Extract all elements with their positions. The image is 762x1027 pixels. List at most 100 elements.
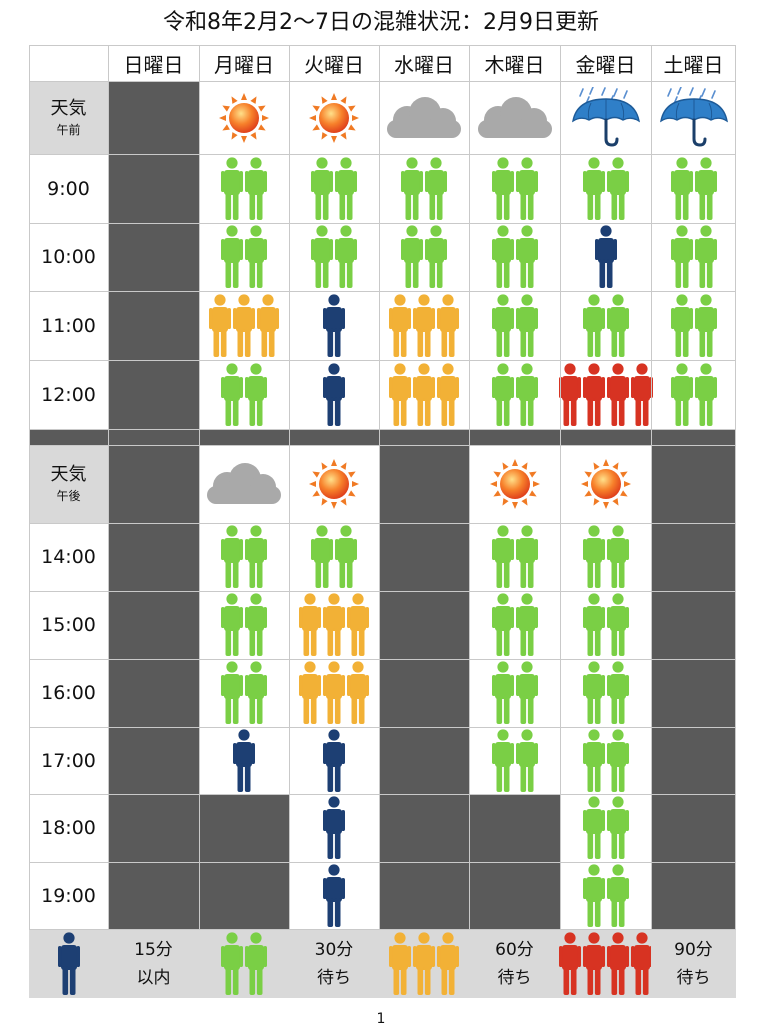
crowd-level-2-icon [491, 362, 538, 427]
closed-cell [651, 659, 736, 727]
closed-cell [651, 727, 736, 794]
crowd-cell [199, 523, 289, 591]
crowd-level-2-icon [221, 362, 267, 427]
grid-line [29, 658, 736, 660]
crowd-cell [379, 360, 469, 429]
grid-line [29, 726, 736, 728]
grid-line [29, 222, 736, 224]
closed-cell [108, 223, 199, 291]
crowd-level-2-icon [311, 156, 357, 221]
closed-cell [651, 445, 736, 523]
closed-cell [651, 862, 736, 930]
day-header: 木曜日 [469, 45, 560, 81]
legend-text-line1: 60分 [495, 940, 534, 960]
closed-cell [379, 794, 469, 862]
crowd-level-4-icon [558, 932, 653, 996]
weather-label-am: 天気 午前 [29, 81, 108, 154]
crowd-cell [289, 360, 379, 429]
grid-line [29, 359, 736, 361]
crowd-level-3-icon [389, 932, 459, 996]
weather-cell [379, 81, 469, 154]
crowd-level-2-icon [221, 593, 267, 657]
day-label: 木曜日 [484, 52, 545, 77]
crowd-level-2-icon [582, 661, 629, 725]
closed-cell [108, 360, 199, 429]
legend-text-line1: 30分 [314, 940, 354, 960]
crowd-cell [469, 360, 560, 429]
closed-cell [108, 291, 199, 360]
grid-line [198, 45, 200, 930]
crowd-level-2-icon [401, 225, 447, 289]
crowd-cell [560, 862, 651, 930]
crowd-level-2-icon [491, 225, 538, 289]
crowd-cell [560, 154, 651, 223]
crowd-cell [560, 223, 651, 291]
grid-line [29, 590, 736, 592]
legend-text-line2: 待ち [497, 968, 532, 988]
weather-cell [560, 81, 651, 154]
crowd-level-2-icon [582, 525, 629, 589]
crowd-cell [199, 291, 289, 360]
crowd-cell [651, 154, 736, 223]
closed-cell [108, 591, 199, 659]
crowd-level-2-icon [582, 593, 629, 657]
time-text: 18:00 [41, 817, 96, 839]
day-header: 金曜日 [560, 45, 651, 81]
crowd-cell [558, 360, 653, 429]
grid-line [29, 861, 736, 863]
day-label: 金曜日 [575, 52, 636, 77]
crowd-cell [651, 291, 736, 360]
grid-line [29, 444, 736, 446]
crowd-cell [199, 659, 289, 727]
closed-cell [108, 862, 199, 930]
closed-cell [379, 523, 469, 591]
day-label: 月曜日 [214, 52, 274, 77]
time-text: 16:00 [41, 682, 96, 704]
crowd-level-2-icon [491, 593, 538, 657]
weather-cell [469, 445, 560, 523]
crowd-cell [469, 659, 560, 727]
crowd-cell [469, 591, 560, 659]
time-label: 18:00 [29, 794, 108, 862]
grid-line [29, 153, 736, 155]
time-label: 17:00 [29, 727, 108, 794]
legend-text-line2: 待ち [317, 968, 351, 988]
day-label: 日曜日 [123, 52, 184, 77]
crowd-level-2-icon [491, 156, 538, 221]
grid-line [650, 45, 652, 930]
crowd-cell [289, 794, 379, 862]
crowd-level-1-icon [323, 293, 345, 358]
time-label: 19:00 [29, 862, 108, 930]
legend-text-line1: 15分 [134, 940, 173, 960]
crowd-level-2-icon [491, 661, 538, 725]
crowd-cell [289, 862, 379, 930]
closed-cell [199, 794, 289, 862]
crowd-cell [560, 659, 651, 727]
crowd-level-3-icon [389, 293, 459, 358]
crowd-level-2-icon [491, 525, 538, 589]
crowd-level-3-icon [389, 362, 459, 427]
crowd-cell [199, 360, 289, 429]
closed-cell [108, 523, 199, 591]
crowd-level-3-icon [299, 593, 369, 657]
header-corner [29, 45, 108, 81]
weather-label-sub: 午後 [56, 489, 81, 503]
closed-cell [469, 862, 560, 930]
crowd-level-1-icon [233, 728, 255, 793]
closed-cell [651, 523, 736, 591]
legend-text-line2: 以内 [136, 968, 171, 988]
crowd-cell [469, 154, 560, 223]
closed-cell [651, 794, 736, 862]
crowd-level-2-icon [582, 864, 629, 928]
crowd-level-4-icon [558, 362, 653, 427]
crowd-level-2-icon [491, 293, 538, 358]
umbrella-rain-icon [569, 86, 643, 149]
weather-cell [289, 445, 379, 523]
legend-text-line1: 90分 [674, 940, 713, 960]
grid-line [29, 80, 736, 82]
time-text: 15:00 [41, 614, 96, 636]
closed-cell [108, 794, 199, 862]
sun-icon [218, 92, 270, 144]
crowd-level-2-icon [221, 225, 267, 289]
weather-label-main: 天気 [50, 97, 87, 119]
